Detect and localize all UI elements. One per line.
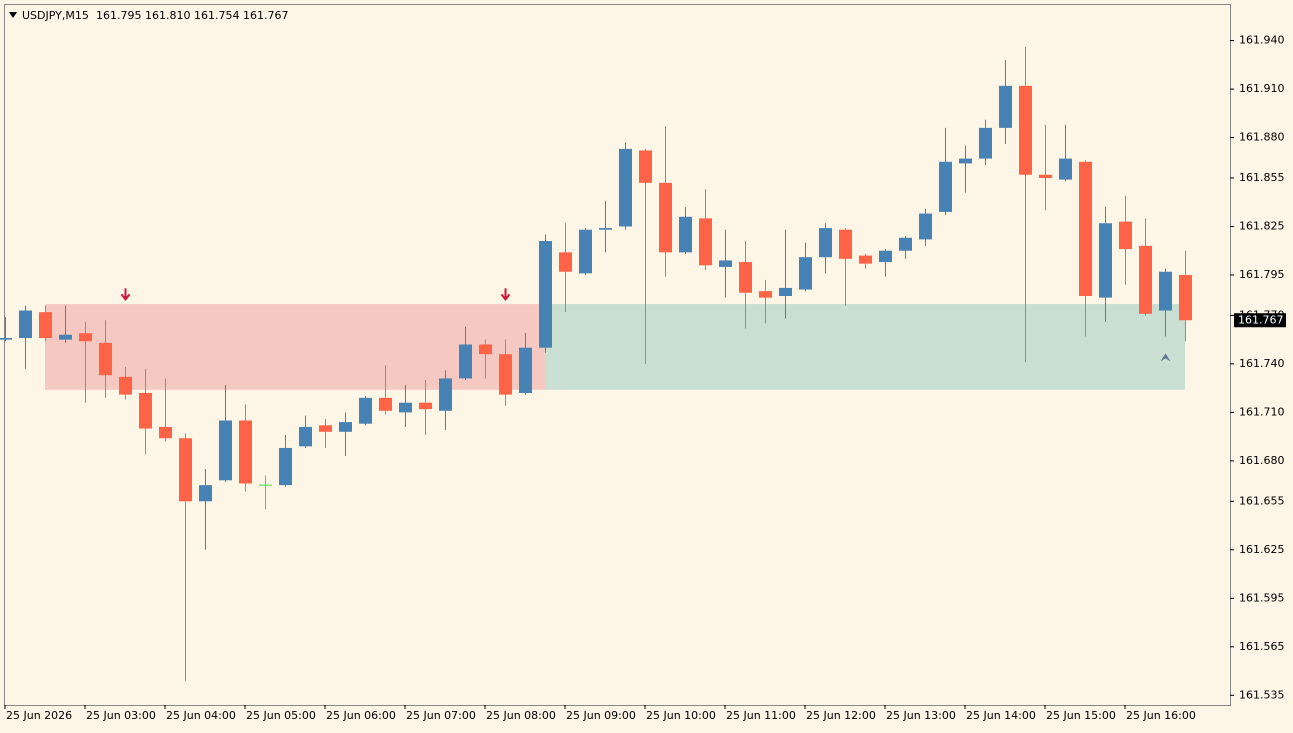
current-price-box [1234,313,1286,328]
candle-body [939,161,952,212]
candle-body [339,422,352,432]
candle-body [1179,274,1192,321]
y-tick-label: 161.795 [1239,268,1285,281]
y-tick-label: 161.825 [1239,219,1285,232]
y-tick-label: 161.740 [1239,357,1285,370]
candle-body [479,344,492,355]
candle-body [199,485,212,502]
y-tick-label: 161.535 [1239,688,1285,701]
candle-body [859,255,872,264]
candle-body [1159,271,1172,311]
candle-body [819,228,832,258]
x-tick-label: 25 Jun 03:00 [86,709,156,722]
candle-body [319,425,332,432]
x-tick-label: 25 Jun 07:00 [406,709,476,722]
candle-body [739,262,752,293]
candle-body [579,229,592,274]
x-tick-label: 25 Jun 08:00 [486,709,556,722]
current-price-label: 161.767 [1238,314,1284,327]
y-tick-label: 161.940 [1239,34,1285,47]
x-tick-label: 25 Jun 2026 [6,709,72,722]
candle-body [539,241,552,348]
y-tick-label: 161.910 [1239,82,1285,95]
candle-body [279,447,292,486]
candle-body [619,148,632,227]
x-tick-label: 25 Jun 09:00 [566,709,636,722]
candle-body [839,229,852,259]
y-tick-label: 161.655 [1239,494,1285,507]
candle-body [1099,223,1112,298]
candle-body [179,438,192,502]
candle-body [779,287,792,296]
candle-body [1079,161,1092,296]
candle-body [119,376,132,395]
candle-body [79,333,92,342]
x-tick-label: 25 Jun 13:00 [886,709,956,722]
candle-body [59,334,72,340]
candle-body [39,312,52,339]
candle-body [419,402,432,410]
candle-body [139,392,152,429]
candle-body [439,378,452,411]
candle-body [959,158,972,164]
candle-body [699,218,712,266]
x-tick-label: 25 Jun 16:00 [1126,709,1196,722]
candle-body [159,426,172,439]
x-tick-label: 25 Jun 10:00 [646,709,716,722]
chart-title: USDJPY,M15 [22,9,89,22]
y-tick-label: 161.625 [1239,543,1285,556]
y-tick-label: 161.565 [1239,640,1285,653]
candle-body [719,260,732,267]
candle-body [499,354,512,395]
signal-arrow [120,288,131,301]
signal-arrow [1160,353,1171,362]
candle-body [459,344,472,379]
candle-body [659,182,672,253]
candle-body [359,397,372,424]
candle-body [1059,158,1072,180]
candle-body [979,127,992,159]
candle-body [1139,245,1152,314]
y-tick-label: 161.710 [1239,405,1285,418]
x-tick-label: 25 Jun 06:00 [326,709,396,722]
candle-body [0,338,12,340]
candle-body [759,291,772,298]
candle-body [559,252,572,272]
x-tick-label: 25 Jun 14:00 [966,709,1036,722]
y-tick-label: 161.595 [1239,591,1285,604]
y-tick-label: 161.855 [1239,171,1285,184]
candle-body [519,347,532,393]
candle-body [1039,174,1052,178]
signal-arrow [500,288,511,301]
x-tick-label: 25 Jun 12:00 [806,709,876,722]
candle-body [99,342,112,376]
x-tick-label: 25 Jun 05:00 [246,709,316,722]
candle-body [879,250,892,263]
candle-body [1119,221,1132,250]
menu-icon[interactable] [9,12,17,18]
x-tick-label: 25 Jun 15:00 [1046,709,1116,722]
candle-body [799,257,812,290]
candle-body [999,85,1012,128]
candle-body [299,426,312,447]
candle-body [679,216,692,253]
x-tick-label: 25 Jun 11:00 [726,709,796,722]
candle-body [239,420,252,484]
x-tick-label: 25 Jun 04:00 [166,709,236,722]
candle-body [379,397,392,411]
candle-body [899,237,912,251]
y-tick-label: 161.880 [1239,131,1285,144]
ohlc-label: 161.795 161.810 161.754 161.767 [96,9,288,22]
candle-body [1019,85,1032,175]
candle-body [599,228,612,230]
candle-body [399,402,412,413]
y-tick-label: 161.680 [1239,454,1285,467]
candle-body [919,213,932,240]
candle-body [219,420,232,481]
candle-body [639,150,652,183]
zone [545,304,1185,390]
candle-body [19,310,32,339]
